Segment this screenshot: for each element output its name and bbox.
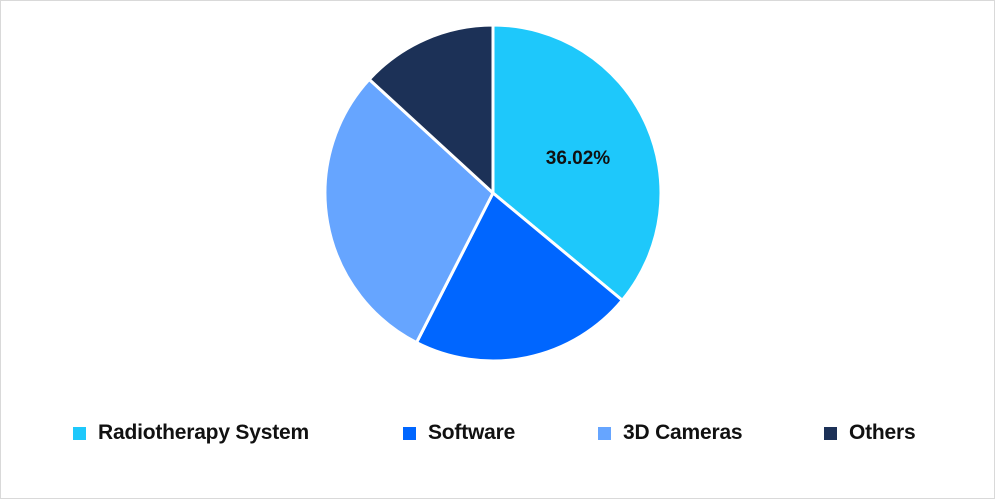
data-label-radiotherapy: 36.02%	[546, 148, 611, 169]
pie-chart: 36.02%	[323, 23, 663, 363]
pie-slice-software[interactable]	[415, 191, 624, 363]
legend-item-software[interactable]: Software	[403, 419, 515, 447]
legend-label: Radiotherapy System	[98, 421, 309, 444]
legend-swatch-icon	[824, 426, 837, 440]
legend-label: 3D Cameras	[623, 421, 743, 444]
legend-label: Software	[428, 421, 516, 444]
legend-label: Others	[849, 421, 916, 444]
legend-item-3d-cameras[interactable]: 3D Cameras	[598, 419, 743, 447]
pie-slices	[323, 23, 663, 363]
legend-swatch-icon	[598, 426, 611, 440]
legend-item-radiotherapy-system[interactable]: Radiotherapy System	[73, 419, 309, 447]
pie-slice-3d-cameras[interactable]	[323, 77, 495, 345]
legend-swatch-icon	[73, 426, 86, 440]
pie-slice-radiotherapy-system[interactable]	[491, 23, 663, 302]
legend-item-others[interactable]: Others	[824, 419, 916, 447]
pie-slice-others[interactable]	[367, 23, 495, 195]
chart-legend: Radiotherapy System Software 3D Cameras …	[1, 419, 995, 447]
legend-swatch-icon	[403, 426, 416, 440]
